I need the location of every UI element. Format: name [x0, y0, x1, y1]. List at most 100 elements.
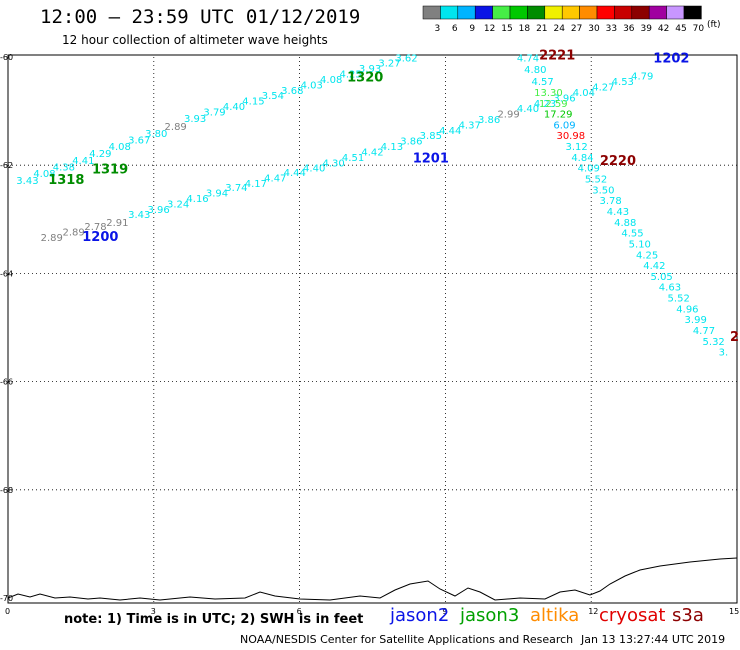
- wave-height-point: 3.43: [128, 210, 150, 221]
- legend-swatch: [579, 5, 598, 20]
- lon-label: 6: [297, 607, 302, 616]
- legend-swatch: [474, 5, 493, 20]
- pass-label: 1319: [92, 162, 128, 177]
- wave-height-point: 4.04: [573, 88, 595, 99]
- wave-height-point: 3.67: [128, 136, 150, 147]
- wave-height-point: 6.09: [553, 120, 575, 131]
- pass-label: 1201: [413, 151, 449, 166]
- wave-height-point: 4.74: [517, 53, 539, 64]
- wave-height-point: 4.96: [676, 304, 698, 315]
- wave-height-point: 3.78: [600, 196, 622, 207]
- wave-height-point: 30.98: [556, 131, 585, 142]
- wave-height-point: 4.40: [223, 102, 245, 113]
- legend-swatch: [561, 5, 580, 20]
- footer-timestamp: Jan 13 13:27:44 UTC 2019: [581, 633, 726, 646]
- wave-height-point: 4.13: [381, 142, 403, 153]
- lat-label: -60: [0, 53, 13, 62]
- legend-swatch: [666, 5, 685, 20]
- satellite-legend-item: altika: [530, 605, 580, 626]
- axis-labels: -60 -62 -64 -66 -68 -70 0 3 6 9 12 15: [0, 53, 739, 616]
- lat-label: -64: [0, 269, 13, 278]
- wave-height-point: 3.74: [225, 183, 247, 194]
- legend-label: 21: [536, 24, 547, 34]
- legend-label: 9: [469, 24, 475, 34]
- legend-label: 18: [519, 24, 531, 34]
- satellite-legend-item: cryosat: [599, 605, 666, 626]
- wave-height-point: 5.32: [703, 337, 725, 348]
- wave-height-point: 4.84: [571, 153, 593, 164]
- wave-height-point: 4.08: [33, 169, 55, 180]
- wave-height-point: 2.91: [106, 218, 128, 229]
- pass-label: 2: [730, 330, 739, 345]
- wave-height-point: 5.52: [585, 175, 607, 186]
- wave-height-point: 3.62: [395, 53, 417, 64]
- wave-height-point: 12.59: [539, 99, 568, 110]
- wave-height-point: 4.57: [531, 77, 553, 88]
- wave-height-point: 17.29: [544, 110, 573, 121]
- lat-lon-grid: [8, 57, 737, 602]
- wave-height-point: 2.99: [497, 110, 519, 121]
- wave-height-point: 4.38: [53, 163, 75, 174]
- wave-height-point: 5.52: [668, 294, 690, 305]
- wave-height-point: 4.53: [612, 77, 634, 88]
- wave-height-point: 4.51: [342, 153, 364, 164]
- wave-height-point: 3.93: [184, 114, 206, 125]
- legend-label: 36: [623, 24, 635, 34]
- wave-height-point: 3.80: [145, 129, 167, 140]
- satellite-legend-item: jason3: [460, 605, 520, 626]
- wave-height-point: 3.24: [167, 199, 189, 210]
- pass-label: 1200: [82, 230, 118, 245]
- lon-label: 0: [5, 607, 10, 616]
- wave-height-point: 3.86: [400, 137, 422, 148]
- lat-label: -66: [0, 378, 13, 387]
- wave-height-point: 4.43: [607, 207, 629, 218]
- wave-height-point: 4.08: [320, 75, 342, 86]
- wave-height-legend: 3 6 9 12 15 18 21 24 27 30 33 36 39 42 45 70: [422, 5, 705, 34]
- legend-swatch: [648, 5, 667, 20]
- wave-height-point: 3.27: [378, 59, 400, 70]
- wave-height-point: 3.43: [16, 176, 38, 187]
- lat-label: -68: [0, 486, 13, 495]
- legend-swatch: [440, 5, 459, 20]
- footer-credit: NOAA/NESDIS Center for Satellite Applica…: [240, 633, 574, 646]
- wave-height-point: 4.42: [361, 147, 383, 158]
- legend-label: 3: [435, 24, 441, 34]
- legend-swatch: [509, 5, 528, 20]
- legend-swatch: [596, 5, 615, 20]
- legend-label: 12: [484, 24, 495, 34]
- legend-label: 15: [501, 24, 512, 34]
- legend-label: 30: [588, 24, 600, 34]
- legend-unit: (ft): [707, 20, 721, 30]
- legend-label: 45: [675, 24, 686, 34]
- wave-height-point: 4.03: [301, 80, 323, 91]
- wave-height-point: 3.12: [565, 142, 587, 153]
- wave-height-point: 3.50: [592, 185, 614, 196]
- wave-height-point: 3.68: [281, 86, 303, 97]
- wave-height-point: 13.30: [534, 88, 563, 99]
- wave-height-point: 4.16: [186, 194, 208, 205]
- pass-label: 1202: [653, 51, 689, 66]
- legend-swatch: [631, 5, 650, 20]
- page-subtitle: 12 hour collection of altimeter wave hei…: [62, 33, 328, 47]
- map-frame: [7, 54, 738, 604]
- wave-height-point: 3.: [719, 348, 729, 359]
- wave-height-point: 3.93: [359, 64, 381, 75]
- wave-height-point: 4.37: [459, 120, 481, 131]
- wave-height-point: 2.89: [41, 233, 63, 244]
- wave-height-point: 4.40: [303, 164, 325, 175]
- satellite-legend-item: s3a: [672, 605, 704, 626]
- wave-height-point: 4.41: [72, 156, 94, 167]
- legend-label: 27: [571, 24, 582, 34]
- wave-height-point: 4.17: [245, 179, 267, 190]
- legend-label: 70: [693, 24, 705, 34]
- wave-height-point: 3.94: [206, 189, 228, 200]
- legend-swatch: [457, 5, 476, 20]
- wave-height-point: 4.42: [643, 261, 665, 272]
- wave-height-point: 2.89: [62, 228, 84, 239]
- satellite-legend-item: jason2: [390, 605, 450, 626]
- wave-height-point: 2.89: [165, 122, 187, 133]
- page-title: 12:00 – 23:59 UTC 01/12/2019: [40, 6, 361, 28]
- wave-height-point: 5.10: [629, 239, 651, 250]
- lon-label: 12: [588, 607, 598, 616]
- legend-label: 6: [452, 24, 458, 34]
